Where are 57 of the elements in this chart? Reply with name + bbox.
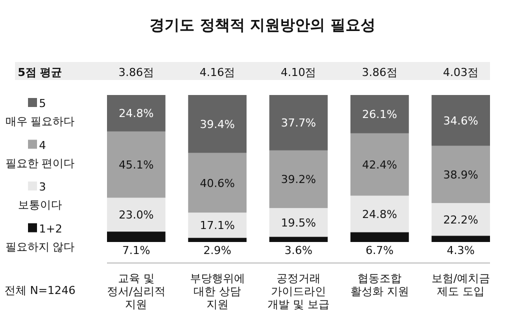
bar	[269, 95, 328, 150]
bar	[269, 236, 328, 242]
data-label: 37.7%	[281, 116, 316, 130]
bar	[350, 95, 409, 134]
legend-label: 1+2 필요하지 않다	[5, 222, 75, 254]
data-label: 45.1%	[118, 158, 154, 172]
bar	[432, 203, 490, 236]
text: 3.86점	[118, 66, 154, 79]
data-label: 39.4%	[200, 118, 235, 131]
bar	[107, 198, 166, 232]
bar	[188, 152, 247, 213]
bar	[188, 212, 247, 238]
data-label: 7.1%	[122, 244, 150, 257]
data-label: 24.8%	[118, 107, 154, 120]
data-label: 2.9%	[203, 244, 232, 257]
data-label: 22.2%	[443, 213, 478, 226]
data-label: 34.6%	[443, 114, 478, 128]
text: 4.16점	[200, 66, 236, 79]
data-label: 4.3%	[446, 244, 475, 257]
data-label: 6.7%	[366, 244, 394, 257]
bar	[188, 238, 247, 242]
bar	[350, 232, 409, 242]
data-label: 3.6%	[284, 244, 312, 257]
text: 3.86점	[362, 66, 398, 79]
bar	[269, 208, 328, 237]
bar	[432, 146, 490, 204]
bar	[188, 95, 247, 153]
text: 4.10점	[280, 66, 316, 79]
bar	[107, 95, 166, 132]
bar	[432, 95, 490, 146]
data-label: 39.2%	[281, 173, 316, 186]
legend-label: 3 보통이다	[18, 180, 62, 212]
data-label: 17.1%	[200, 219, 235, 232]
bar	[350, 133, 409, 196]
data-label: 23.0%	[118, 208, 154, 222]
chart-title: 경기도 정책적 지원방안의 필요성	[150, 16, 376, 34]
text: 5점 평균	[18, 66, 62, 79]
data-label: 24.8%	[362, 208, 398, 221]
data-label: 19.5%	[281, 216, 316, 230]
text: 4.03점	[443, 66, 479, 79]
bar	[350, 196, 409, 232]
data-label: 40.6%	[200, 176, 235, 190]
legend-label: 4 필요한 편이다	[5, 138, 75, 170]
legend-label: 5 매우 필요하다	[5, 97, 75, 128]
x-tick-label: 부당행위에 대한 상담 지원	[190, 272, 245, 311]
data-label: 38.9%	[443, 168, 478, 182]
data-label: 42.4%	[362, 158, 398, 172]
x-tick-label: 교육 및 정서/심리적 지원	[106, 272, 166, 311]
x-tick-label: 공정거래 가이드라인 개발 및 보급	[268, 272, 330, 311]
bar	[107, 232, 166, 242]
x-tick-label: 보험/예치금 제도 도입	[431, 272, 490, 298]
bar	[107, 131, 166, 198]
text: 전체 N=1246	[4, 284, 76, 297]
data-label: 26.1%	[362, 108, 398, 122]
bar	[269, 150, 328, 208]
x-tick-label: 협동조합 활성화 지원	[350, 272, 409, 298]
bar	[432, 236, 490, 242]
